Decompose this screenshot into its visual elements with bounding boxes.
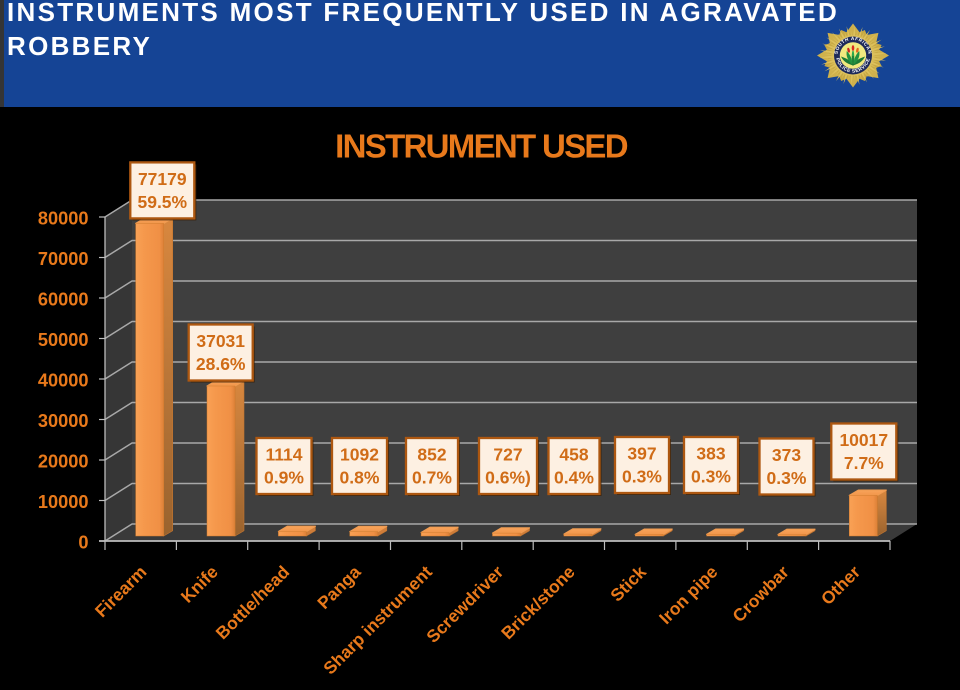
svg-text:852: 852 (417, 445, 446, 465)
svg-text:10000: 10000 (38, 492, 89, 512)
svg-text:7.7%: 7.7% (844, 453, 884, 473)
svg-text:80000: 80000 (38, 208, 89, 228)
svg-text:727: 727 (493, 445, 522, 465)
svg-text:Iron pipe: Iron pipe (655, 561, 722, 628)
svg-text:0.3%: 0.3% (691, 467, 731, 487)
svg-text:373: 373 (772, 445, 801, 465)
svg-text:70000: 70000 (38, 249, 89, 269)
svg-text:60000: 60000 (38, 289, 89, 309)
svg-text:Bottle/head: Bottle/head (212, 562, 294, 644)
svg-text:Screwdriver: Screwdriver (422, 562, 507, 647)
svg-text:28.6%: 28.6% (196, 354, 246, 374)
svg-text:INSTRUMENT USED: INSTRUMENT USED (335, 128, 628, 165)
svg-text:Stick: Stick (606, 561, 650, 605)
svg-text:0.8%: 0.8% (340, 468, 380, 488)
svg-text:0.7%: 0.7% (412, 468, 452, 488)
svg-text:77179: 77179 (138, 169, 187, 189)
svg-text:0.3%: 0.3% (622, 467, 662, 487)
svg-text:Crowbar: Crowbar (728, 562, 792, 626)
svg-text:Other: Other (817, 562, 864, 609)
svg-text:0.6%): 0.6%) (485, 468, 531, 488)
svg-text:0.9%: 0.9% (264, 468, 304, 488)
svg-text:59.5%: 59.5% (137, 192, 187, 212)
svg-text:50000: 50000 (38, 330, 89, 350)
svg-text:37031: 37031 (196, 331, 245, 351)
svg-text:1114: 1114 (266, 445, 303, 465)
svg-text:20000: 20000 (38, 451, 89, 471)
svg-text:Firearm: Firearm (91, 562, 151, 622)
svg-text:0: 0 (78, 532, 88, 552)
svg-text:30000: 30000 (38, 411, 89, 431)
svg-text:383: 383 (696, 444, 725, 464)
svg-text:0.3%: 0.3% (767, 468, 807, 488)
svg-text:Knife: Knife (177, 561, 222, 606)
svg-text:458: 458 (559, 445, 588, 465)
svg-text:0.4%: 0.4% (554, 468, 594, 488)
svg-text:1092: 1092 (340, 445, 379, 465)
svg-text:10017: 10017 (839, 430, 888, 450)
svg-text:Brick/stone: Brick/stone (497, 561, 579, 643)
svg-text:397: 397 (627, 444, 656, 464)
svg-text:Panga: Panga (313, 562, 364, 613)
svg-text:40000: 40000 (38, 370, 89, 390)
